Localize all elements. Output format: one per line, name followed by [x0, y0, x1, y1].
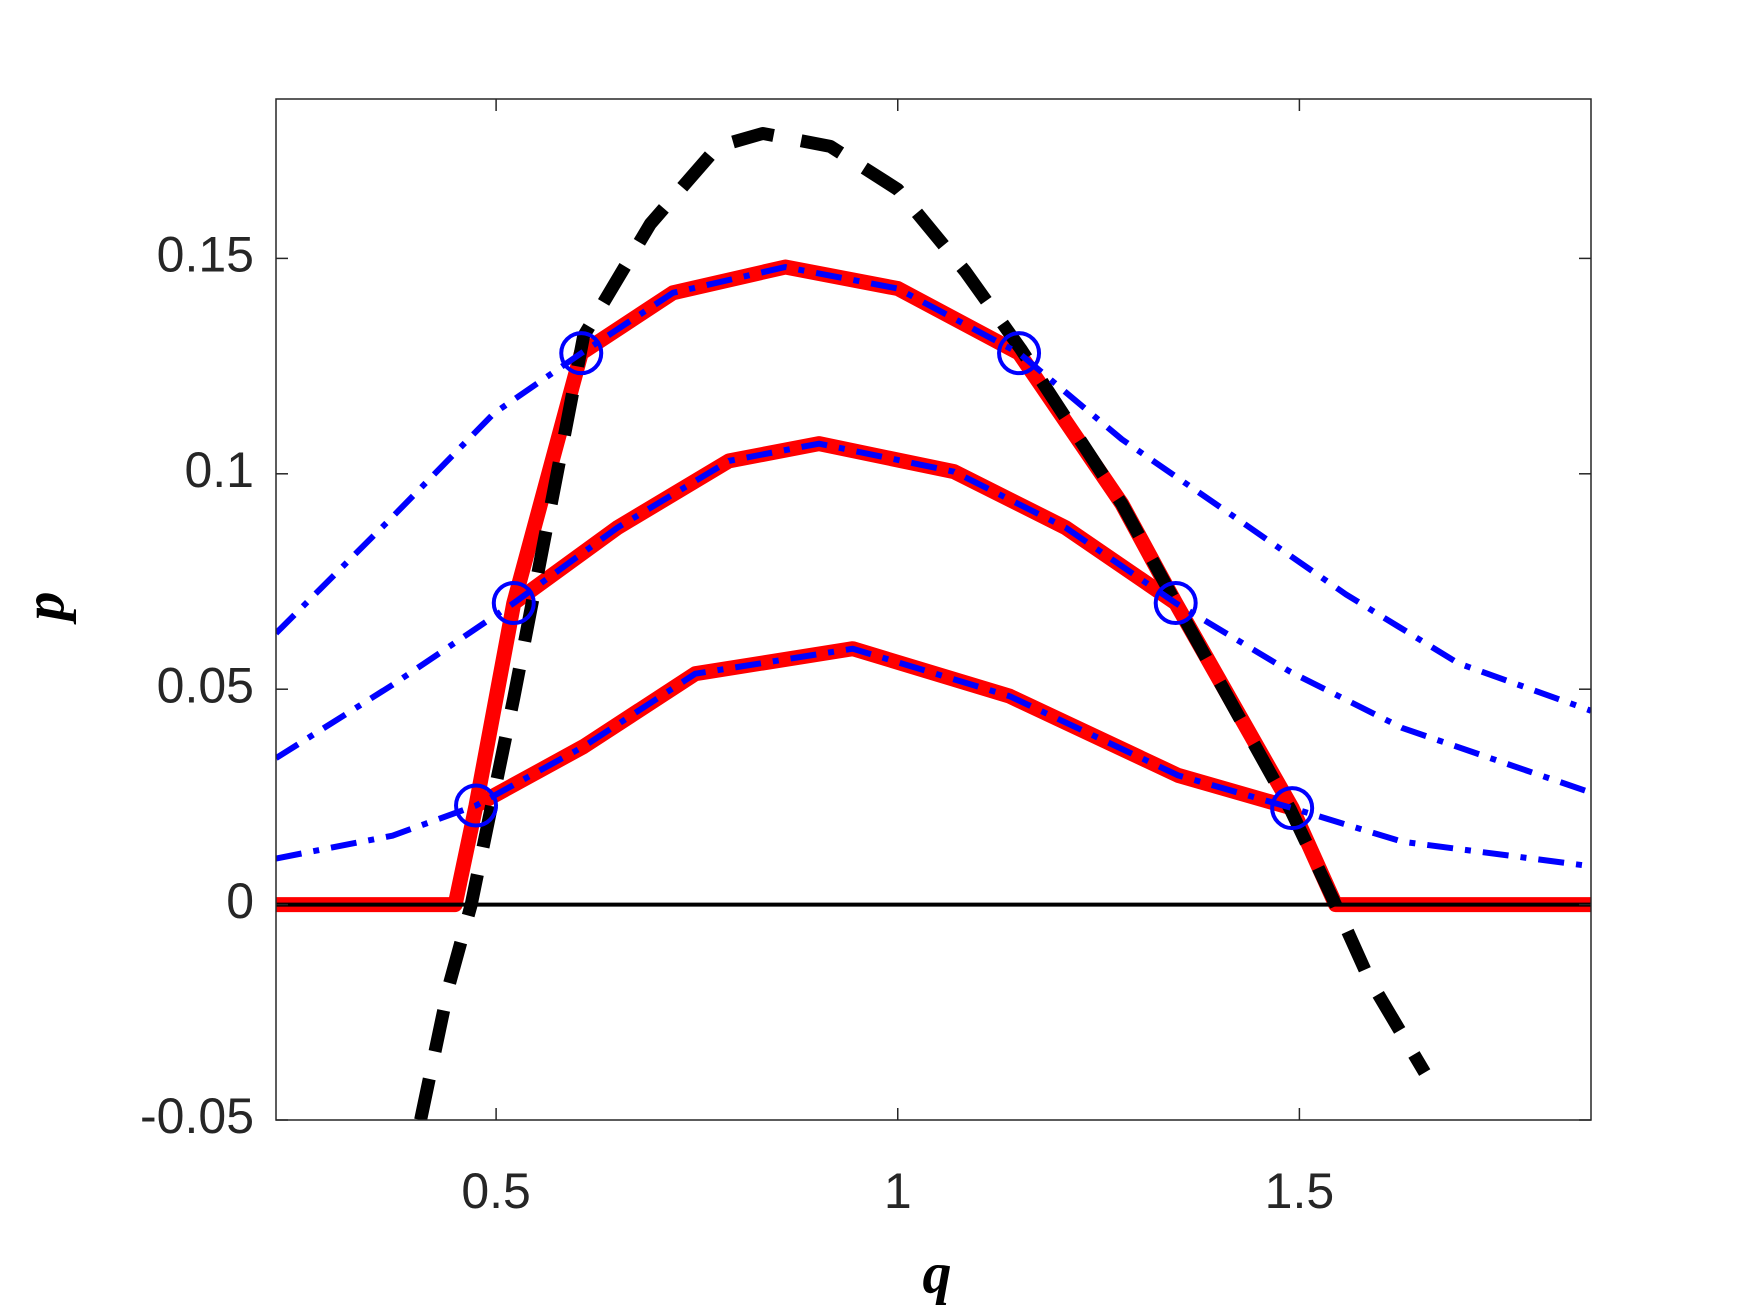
marker [1153, 581, 1198, 626]
marker [454, 783, 499, 828]
y-tick-label: 0.05 [157, 657, 254, 713]
line-dashdot [276, 440, 1591, 796]
marker [491, 581, 536, 626]
y-tick-label: 0.1 [184, 442, 254, 498]
x-tick-label: 1.5 [1265, 1163, 1335, 1219]
x-tick-label: 1 [884, 1163, 912, 1219]
marker [559, 331, 604, 376]
line-dashdot [276, 264, 1591, 714]
y-tick-label: -0.05 [140, 1088, 254, 1144]
y-tick-label: 0 [226, 873, 254, 929]
marker [1270, 786, 1315, 831]
x-tick-label: 0.5 [461, 1163, 531, 1219]
y-axis-label: p [11, 592, 76, 626]
line-dashdot [276, 645, 1591, 870]
marker [997, 331, 1042, 376]
y-tick-label: 0.15 [157, 227, 254, 283]
x-axis-label: q [923, 1240, 952, 1305]
plot-area [276, 126, 1591, 1120]
axes-box [275, 98, 1592, 1121]
